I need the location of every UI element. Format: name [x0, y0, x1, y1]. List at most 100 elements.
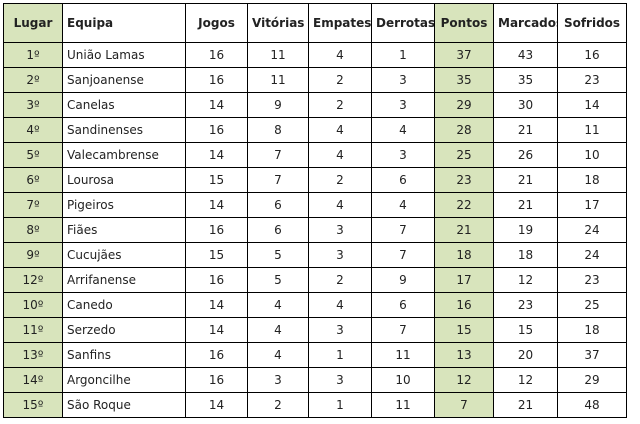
table-cell: 25	[434, 142, 494, 168]
table-cell: 11	[371, 392, 435, 418]
table-row: 1º União Lamas 16 11 4 1 37 43 16	[3, 42, 627, 68]
column-header: Pontos	[434, 3, 494, 43]
table-cell: Canelas	[62, 92, 186, 118]
table-cell: 4	[308, 142, 372, 168]
table-row: 9º Cucujães 15 5 3 7 18 18 24	[3, 242, 627, 268]
table-cell: 16	[185, 267, 248, 293]
table-cell: 21	[493, 192, 558, 218]
table-cell: 10	[371, 367, 435, 393]
table-cell: 35	[434, 67, 494, 93]
column-header: Empates	[308, 3, 372, 43]
table-cell: 15	[434, 317, 494, 343]
table-cell: 29	[557, 367, 627, 393]
table-row: 5º Valecambrense 14 7 4 3 25 26 10	[3, 142, 627, 168]
table-cell: 14	[557, 92, 627, 118]
table-cell: 29	[434, 92, 494, 118]
table-cell: 12	[493, 367, 558, 393]
table-cell: 10	[557, 142, 627, 168]
table-cell: 6º	[3, 167, 63, 193]
table-cell: 7º	[3, 192, 63, 218]
table-cell: 17	[434, 267, 494, 293]
table-cell: 5	[247, 242, 309, 268]
table-cell: 14	[185, 142, 248, 168]
table-cell: 13	[434, 342, 494, 368]
table-cell: Sanjoanense	[62, 67, 186, 93]
table-cell: Cucujães	[62, 242, 186, 268]
table-cell: 21	[493, 392, 558, 418]
table-cell: 4	[371, 192, 435, 218]
table-cell: 43	[493, 42, 558, 68]
table-cell: 4	[308, 42, 372, 68]
table-cell: 48	[557, 392, 627, 418]
table-cell: 15	[185, 242, 248, 268]
table-cell: 12º	[3, 267, 63, 293]
table-cell: Sandinenses	[62, 117, 186, 143]
table-cell: 14	[185, 192, 248, 218]
table-cell: União Lamas	[62, 42, 186, 68]
table-cell: 11	[557, 117, 627, 143]
table-cell: Argoncilhe	[62, 367, 186, 393]
table-cell: Serzedo	[62, 317, 186, 343]
table-cell: 11	[247, 67, 309, 93]
table-row: 15º São Roque 14 2 1 11 7 21 48	[3, 392, 627, 418]
table-cell: 18	[434, 242, 494, 268]
table-cell: 6	[371, 167, 435, 193]
table-cell: 24	[557, 217, 627, 243]
table-cell: 14	[185, 392, 248, 418]
table-cell: 14º	[3, 367, 63, 393]
table-cell: 9	[247, 92, 309, 118]
table-cell: Fiães	[62, 217, 186, 243]
table-cell: 7	[247, 167, 309, 193]
table-body: 1º União Lamas 16 11 4 1 37 43 16 2º Sanjoanense 16…	[3, 42, 627, 418]
table-cell: 7	[434, 392, 494, 418]
table-cell: Valecambrense	[62, 142, 186, 168]
table-cell: 19	[493, 217, 558, 243]
table-cell: 16	[557, 42, 627, 68]
table-cell: 1	[308, 342, 372, 368]
table-cell: 4	[247, 342, 309, 368]
table-cell: 2	[308, 267, 372, 293]
table-cell: 37	[557, 342, 627, 368]
table-cell: 16	[185, 42, 248, 68]
table-cell: 21	[493, 117, 558, 143]
table-cell: 15º	[3, 392, 63, 418]
table-cell: 7	[371, 217, 435, 243]
table-cell: 16	[185, 117, 248, 143]
table-cell: 6	[247, 192, 309, 218]
table-cell: 2	[308, 167, 372, 193]
table-cell: 4	[308, 192, 372, 218]
table-cell: 10º	[3, 292, 63, 318]
table-cell: Canedo	[62, 292, 186, 318]
table-cell: 7	[247, 142, 309, 168]
standings-table: Lugar Equipa Jogos Vitórias Empates Derrotas P…	[3, 3, 627, 418]
table-cell: 16	[185, 217, 248, 243]
table-cell: São Roque	[62, 392, 186, 418]
table-cell: 15	[493, 317, 558, 343]
table-row: 2º Sanjoanense 16 11 2 3 35 35 23	[3, 67, 627, 93]
table-cell: 3	[308, 367, 372, 393]
table-row: 12º Arrifanense 16 5 2 9 17 12 23	[3, 267, 627, 293]
table-cell: 2	[308, 92, 372, 118]
table-cell: 1	[308, 392, 372, 418]
table-cell: 11	[371, 342, 435, 368]
table-row: 8º Fiães 16 6 3 7 21 19 24	[3, 217, 627, 243]
table-cell: 16	[185, 367, 248, 393]
table-cell: 2º	[3, 67, 63, 93]
table-cell: 30	[493, 92, 558, 118]
table-cell: 26	[493, 142, 558, 168]
table-cell: 5	[247, 267, 309, 293]
table-cell: 17	[557, 192, 627, 218]
table-cell: 23	[557, 67, 627, 93]
table-cell: 11	[247, 42, 309, 68]
table-cell: 1º	[3, 42, 63, 68]
table-cell: 15	[185, 167, 248, 193]
table-cell: 12	[493, 267, 558, 293]
table-cell: 16	[185, 67, 248, 93]
table-cell: 37	[434, 42, 494, 68]
table-cell: 12	[434, 367, 494, 393]
table-cell: 11º	[3, 317, 63, 343]
table-cell: 23	[493, 292, 558, 318]
table-cell: 4	[247, 317, 309, 343]
table-cell: 14	[185, 317, 248, 343]
